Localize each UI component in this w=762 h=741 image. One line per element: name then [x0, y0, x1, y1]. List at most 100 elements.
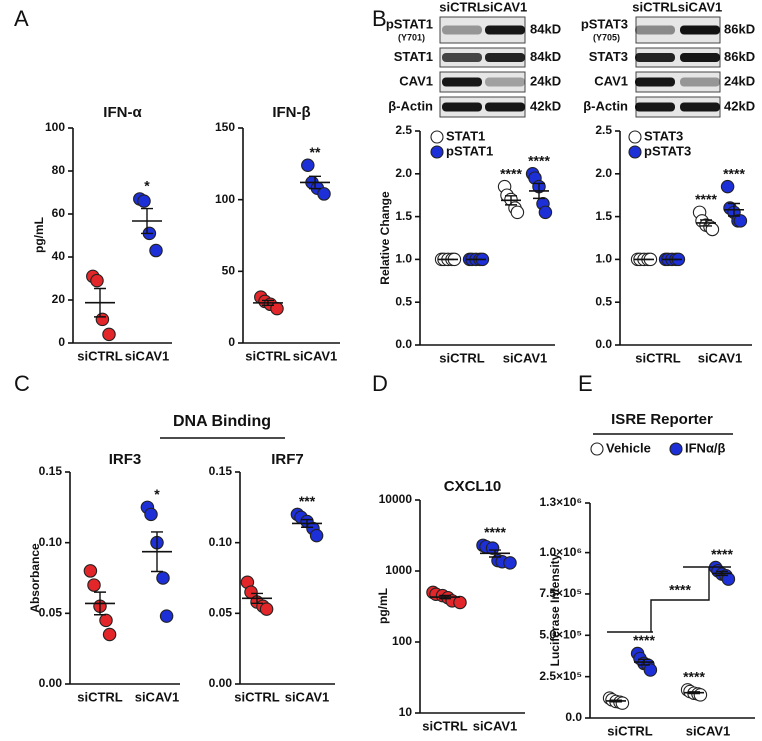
blot-row-label: STAT1	[394, 49, 433, 64]
data-point	[721, 572, 736, 586]
data-point	[693, 688, 708, 702]
blot-row-label: pSTAT3	[581, 16, 628, 31]
blot-row-sublabel: (Y701)	[398, 32, 425, 42]
data-point	[720, 179, 735, 194]
y-axis-label: Absorbance	[28, 543, 42, 613]
x-tick-label: siCAV1	[473, 718, 518, 733]
data-point	[102, 327, 116, 342]
panel-label: D	[372, 371, 388, 396]
y-tick-label: 7.5×10⁵	[539, 586, 582, 600]
y-tick-label: 0.15	[39, 464, 63, 478]
data-point	[95, 312, 110, 327]
data-point	[149, 243, 163, 258]
x-tick-label: siCTRL	[635, 350, 681, 365]
y-tick-label: 0.0	[595, 337, 612, 351]
data-point	[87, 578, 101, 592]
blot-band	[442, 25, 482, 35]
blot-size-label: 86kD	[724, 49, 755, 64]
x-tick-label: siCTRL	[77, 689, 123, 704]
y-tick-label: 0.5	[595, 294, 612, 308]
significance: **	[310, 144, 321, 160]
significance: ****	[484, 524, 506, 540]
data-point	[259, 602, 274, 616]
panel-label: C	[14, 371, 30, 396]
significance: ****	[500, 165, 522, 181]
blot-band	[442, 102, 482, 112]
blot-band	[442, 77, 482, 87]
data-point	[99, 613, 113, 628]
y-tick-label: 1.0×10⁶	[539, 545, 582, 559]
data-point	[144, 507, 158, 522]
y-tick-label: 10	[399, 705, 413, 719]
y-tick-label: 2.5×10⁵	[539, 669, 582, 683]
chart-title: IFN-α	[103, 104, 142, 121]
legend-label: STAT1	[446, 128, 485, 143]
blot-column-label: siCTRL	[439, 0, 485, 14]
y-tick-label: 1.0	[395, 252, 412, 266]
x-tick-label: siCTRL	[439, 350, 485, 365]
legend-label: pSTAT3	[644, 143, 691, 158]
y-tick-label: 20	[52, 292, 66, 306]
y-tick-label: 40	[52, 249, 66, 263]
blot-band	[485, 77, 525, 87]
y-tick-label: 2.5	[595, 123, 612, 137]
y-axis-label: pg/mL	[32, 217, 46, 253]
y-tick-label: 2.0	[595, 166, 612, 180]
data-point	[705, 222, 720, 237]
panel-label: B	[372, 6, 387, 31]
blot-band	[635, 25, 675, 35]
y-tick-label: 0.00	[209, 676, 233, 690]
y-tick-label: 1.5	[595, 209, 612, 223]
y-tick-label: 0.0	[395, 337, 412, 351]
legend-marker	[590, 442, 604, 456]
x-tick-label: siCAV1	[293, 348, 338, 363]
y-tick-label: 100	[45, 120, 65, 134]
data-point	[137, 194, 151, 208]
y-axis-label: Relative Change	[378, 191, 392, 285]
significance: ****	[683, 669, 705, 685]
data-point	[615, 696, 630, 710]
significance: ****	[711, 546, 733, 562]
y-tick-label: 5.0×10⁵	[539, 627, 582, 641]
blot-band	[635, 77, 675, 87]
data-point	[83, 564, 98, 578]
chart-title: IRF3	[109, 451, 142, 468]
significance: ****	[633, 632, 655, 648]
data-point	[538, 205, 553, 220]
y-tick-label: 0.15	[209, 464, 233, 478]
data-point	[309, 528, 324, 543]
x-tick-label: siCTRL	[245, 348, 291, 363]
data-point	[90, 273, 104, 288]
blot-strip	[439, 71, 526, 93]
y-tick-label: 1.0	[595, 252, 612, 266]
y-axis-label: Luciferase Intensity	[548, 553, 562, 666]
legend-label: Vehicle	[606, 440, 651, 455]
blot-row-label: CAV1	[399, 73, 433, 88]
y-tick-label: 0.05	[209, 606, 233, 620]
blot-band	[485, 102, 525, 112]
y-tick-label: 0	[228, 335, 235, 349]
y-tick-label: 2.5	[395, 123, 412, 137]
legend-marker	[430, 130, 444, 144]
chart-title: CXCL10	[444, 478, 502, 495]
x-tick-label: siCAV1	[686, 723, 731, 738]
data-point	[317, 187, 331, 201]
legend-marker	[628, 145, 642, 159]
blot-band	[680, 102, 720, 112]
y-tick-label: 0.05	[39, 606, 63, 620]
blot-band	[680, 53, 720, 62]
y-tick-label: 1000	[385, 563, 412, 577]
legend-label: pSTAT1	[446, 143, 493, 158]
blot-size-label: 24kD	[530, 73, 561, 88]
y-tick-label: 100	[215, 192, 235, 206]
x-tick-label: siCTRL	[77, 348, 123, 363]
blot-row-label: STAT3	[589, 49, 628, 64]
x-tick-label: siCAV1	[135, 689, 180, 704]
y-axis-label: pg/mL	[376, 588, 390, 624]
blot-row-sublabel: (Y705)	[593, 32, 620, 42]
x-tick-label: siCTRL	[234, 689, 280, 704]
blot-row-label: β-Actin	[388, 98, 433, 113]
chart-title: ISRE Reporter	[611, 411, 713, 428]
y-tick-label: 80	[52, 163, 66, 177]
